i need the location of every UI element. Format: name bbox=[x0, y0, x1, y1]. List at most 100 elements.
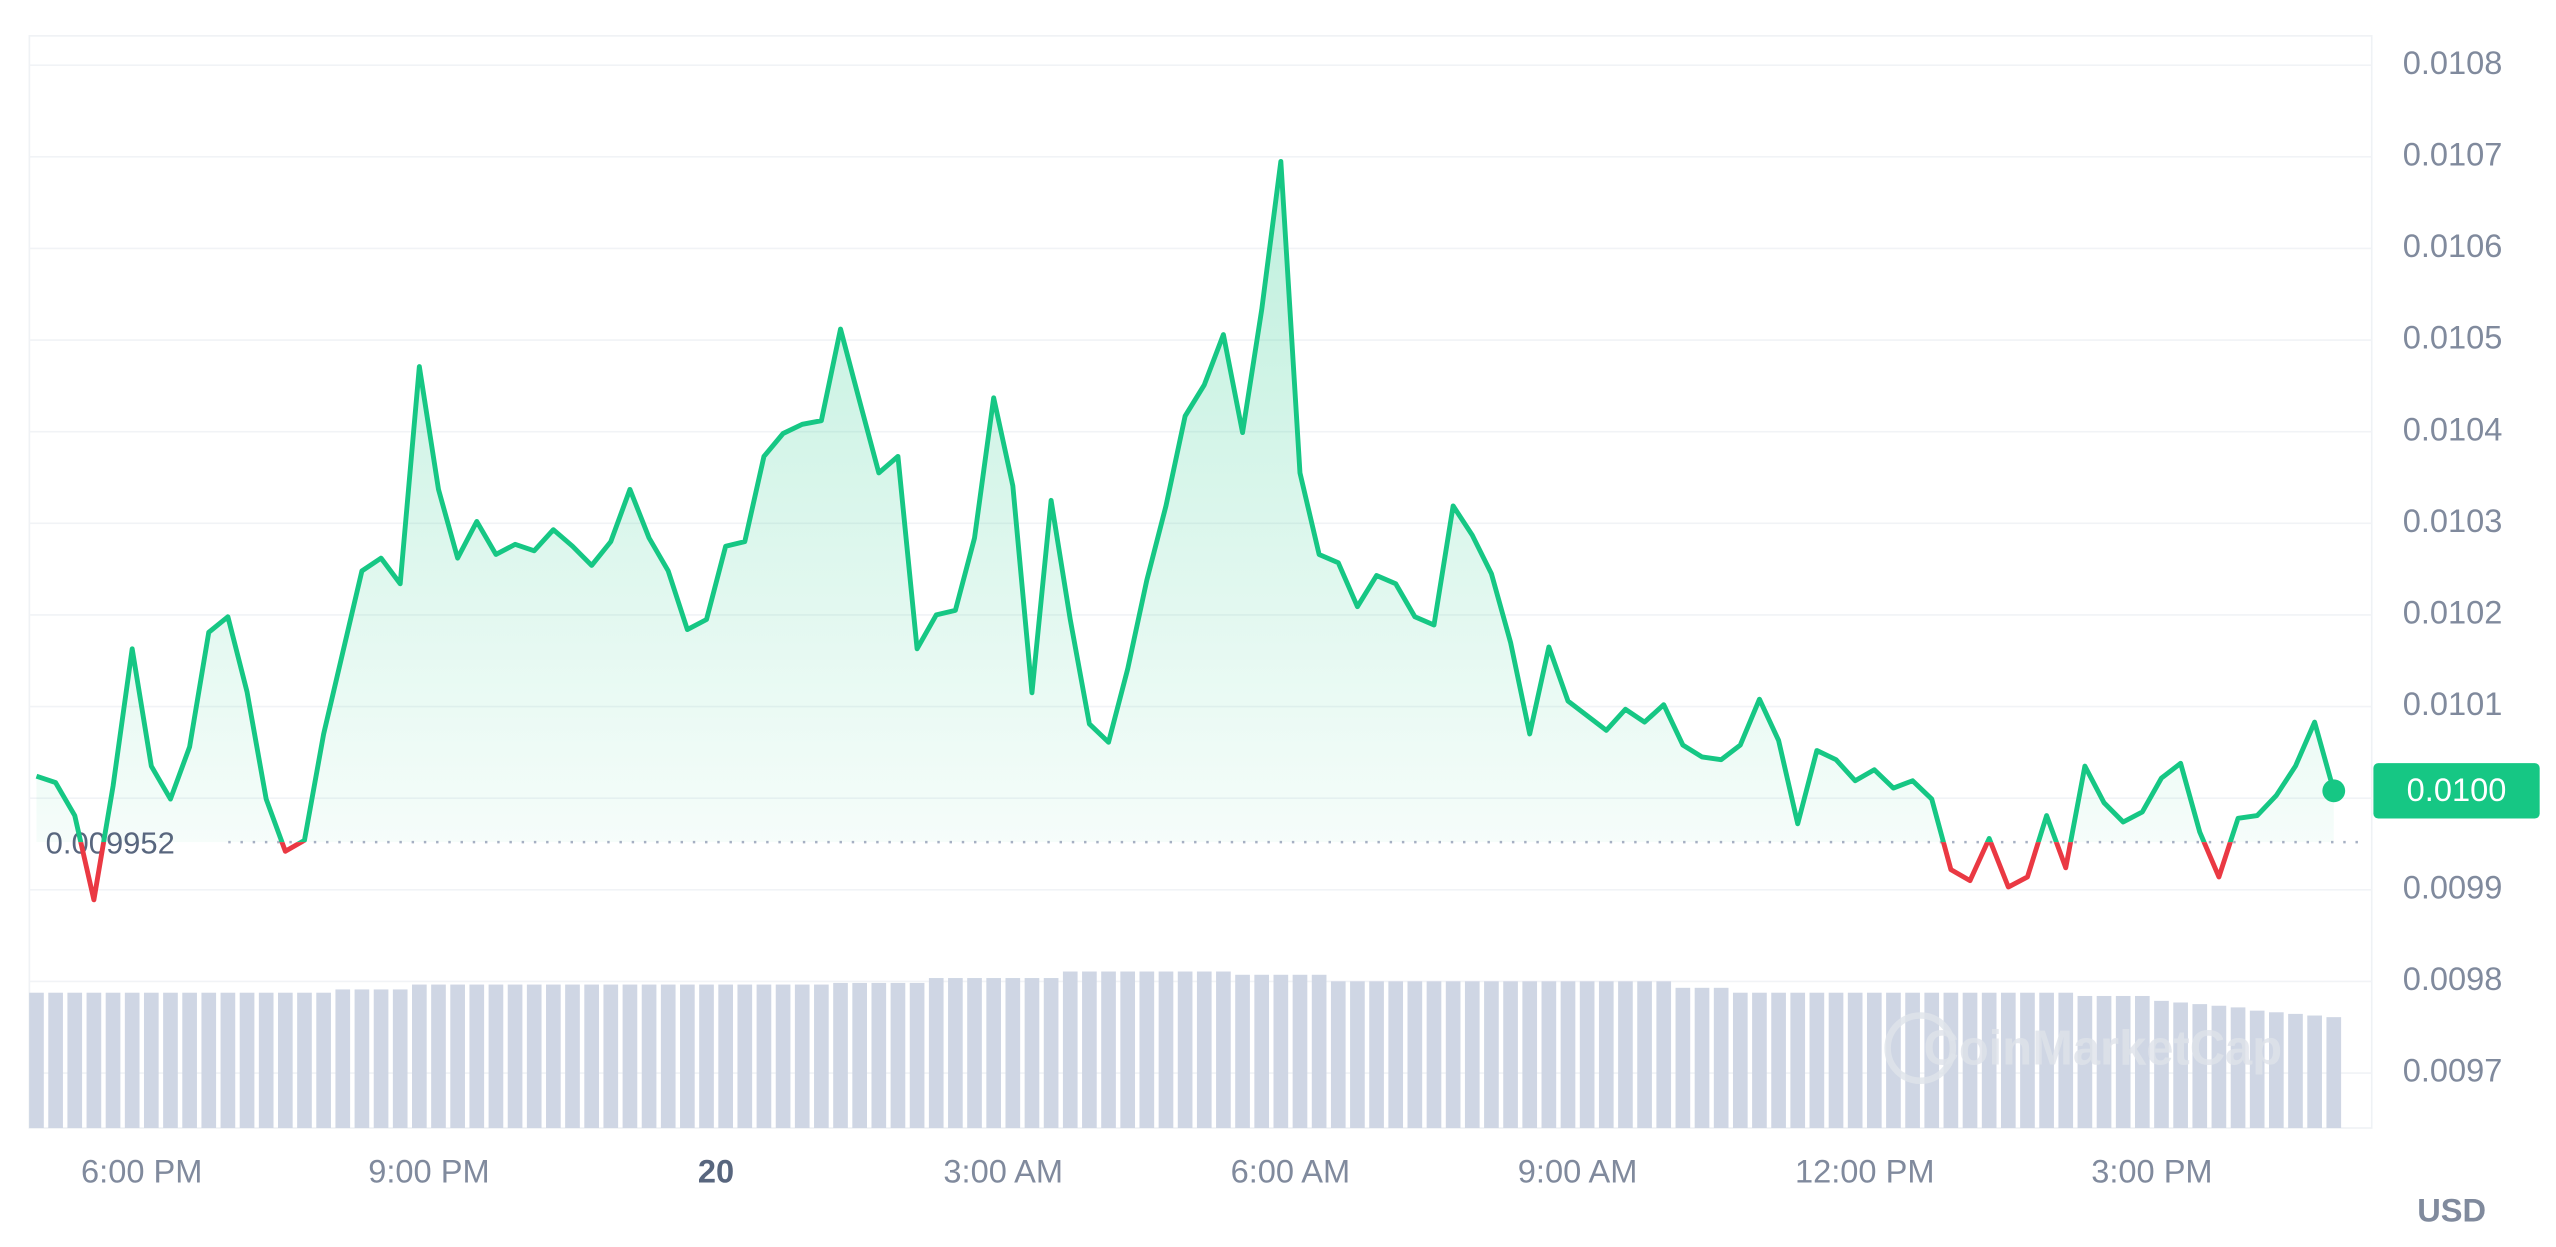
volume-bar bbox=[1445, 981, 1461, 1129]
price-badge bbox=[2373, 763, 2540, 819]
volume-bar bbox=[2115, 995, 2131, 1129]
volume-bar bbox=[680, 984, 695, 1129]
volume-bar bbox=[316, 992, 331, 1129]
volume-bar bbox=[622, 984, 638, 1129]
volume-bar bbox=[1962, 992, 1978, 1129]
volume-bar bbox=[1694, 987, 1710, 1129]
volume-bar bbox=[1752, 992, 1767, 1129]
volume-bar bbox=[67, 992, 83, 1129]
y-tick-label: 0.0108 bbox=[2403, 44, 2503, 81]
volume-bar bbox=[201, 992, 217, 1129]
volume-bar bbox=[335, 989, 351, 1129]
price-line bbox=[35, 158, 2337, 843]
volume-bar bbox=[2192, 1004, 2208, 1129]
y-tick-label: 0.0105 bbox=[2403, 319, 2503, 356]
volume-bar bbox=[2211, 1005, 2227, 1129]
volume-bar bbox=[1216, 971, 1231, 1129]
volume-bar bbox=[852, 982, 867, 1129]
volume-bar bbox=[412, 984, 427, 1129]
volume-bar bbox=[2249, 1010, 2265, 1129]
volume-bar bbox=[699, 984, 714, 1129]
volume-bar bbox=[1484, 981, 1499, 1129]
watermark-logo bbox=[1884, 1012, 1957, 1084]
volume-bar bbox=[2058, 992, 2074, 1129]
volume-bar bbox=[1177, 971, 1193, 1129]
volume-bar bbox=[1158, 971, 1174, 1129]
volume-bar bbox=[48, 992, 63, 1129]
volume-bar bbox=[1024, 978, 1040, 1129]
volume-bar bbox=[297, 992, 312, 1129]
volume-bar bbox=[2020, 992, 2035, 1129]
volume-bar bbox=[2039, 992, 2054, 1129]
volume-bar bbox=[507, 984, 523, 1129]
area bbox=[36, 161, 2334, 843]
baseline-label: 0.009952 bbox=[46, 826, 175, 861]
y-tick-label: 0.0104 bbox=[2403, 410, 2503, 447]
x-tick-label: 9:00 PM bbox=[368, 1152, 489, 1189]
volume-bar bbox=[546, 984, 561, 1129]
x-tick-label: 3:00 PM bbox=[2091, 1152, 2212, 1189]
volume-bar bbox=[86, 992, 102, 1129]
volume-bar bbox=[814, 984, 829, 1129]
volume-bar bbox=[2154, 1000, 2169, 1129]
volume-bar bbox=[641, 984, 657, 1129]
volume-bar bbox=[1828, 992, 1844, 1129]
volume-bar bbox=[794, 984, 810, 1129]
y-tick-label: 0.0097 bbox=[2403, 1052, 2503, 1089]
volume-bar bbox=[718, 984, 733, 1129]
volume-bar bbox=[2269, 1012, 2284, 1129]
volume-bar bbox=[1503, 981, 1518, 1129]
volume-bar bbox=[450, 984, 465, 1129]
volume-bar bbox=[1388, 981, 1404, 1129]
volume-bar bbox=[1330, 981, 1346, 1129]
volume-bar bbox=[431, 984, 446, 1129]
volume-bar bbox=[1235, 974, 1250, 1129]
volume-bar bbox=[1311, 974, 1327, 1129]
volume-bar bbox=[2230, 1007, 2246, 1129]
y-tick-label: 0.0103 bbox=[2403, 502, 2503, 539]
volume-bar bbox=[1350, 981, 1365, 1129]
volume-bar bbox=[2000, 992, 2016, 1129]
volume-bar bbox=[2077, 995, 2093, 1129]
volume-bar bbox=[1771, 992, 1786, 1129]
volume-bar bbox=[1656, 981, 1672, 1129]
volume-bar bbox=[1062, 971, 1078, 1129]
y-tick-label: 0.0101 bbox=[2403, 685, 2503, 722]
volume-bar bbox=[220, 992, 236, 1129]
price-badge-label: 0.0100 bbox=[2407, 771, 2507, 808]
volume-bar bbox=[1905, 992, 1920, 1129]
volume-bar bbox=[182, 992, 197, 1129]
volume-bar bbox=[967, 978, 982, 1129]
volume-bar bbox=[1005, 978, 1021, 1129]
x-tick-label: 6:00 AM bbox=[1231, 1152, 1351, 1189]
volume-bar bbox=[756, 984, 772, 1129]
volume-bar bbox=[258, 992, 274, 1129]
x-tick-label: 20 bbox=[698, 1152, 734, 1189]
y-tick-label: 0.0098 bbox=[2403, 960, 2503, 997]
volume-bar bbox=[277, 992, 293, 1129]
volume-bar bbox=[1618, 981, 1633, 1129]
volume-bar bbox=[392, 989, 408, 1129]
volume-bar bbox=[1924, 992, 1940, 1129]
volume-bar bbox=[565, 984, 580, 1129]
volume-bar bbox=[373, 989, 389, 1129]
watermark: CoinMarketCap bbox=[1924, 1021, 2283, 1075]
x-tick-label: 6:00 PM bbox=[81, 1152, 202, 1189]
y-tick-label: 0.0106 bbox=[2403, 227, 2503, 264]
volume-bar bbox=[986, 978, 1002, 1129]
volume-bar bbox=[488, 984, 504, 1129]
volume-bar bbox=[1579, 981, 1595, 1129]
plot: 0.0108 0.0107 0.0106 0.0105 0.0104 0.0103 0.01… bbox=[29, 44, 2540, 1228]
last-point bbox=[2322, 779, 2346, 803]
price-line-down bbox=[78, 842, 2233, 903]
volume-bar bbox=[1292, 974, 1308, 1129]
volume-bar bbox=[1120, 971, 1136, 1129]
x-tick-label: 12:00 PM bbox=[1795, 1152, 1935, 1189]
volume-bar bbox=[1464, 981, 1480, 1129]
volume-bar bbox=[1809, 992, 1825, 1129]
volume-bar bbox=[1675, 987, 1691, 1129]
volume-bar bbox=[1101, 971, 1116, 1129]
volume-bar bbox=[29, 992, 44, 1129]
